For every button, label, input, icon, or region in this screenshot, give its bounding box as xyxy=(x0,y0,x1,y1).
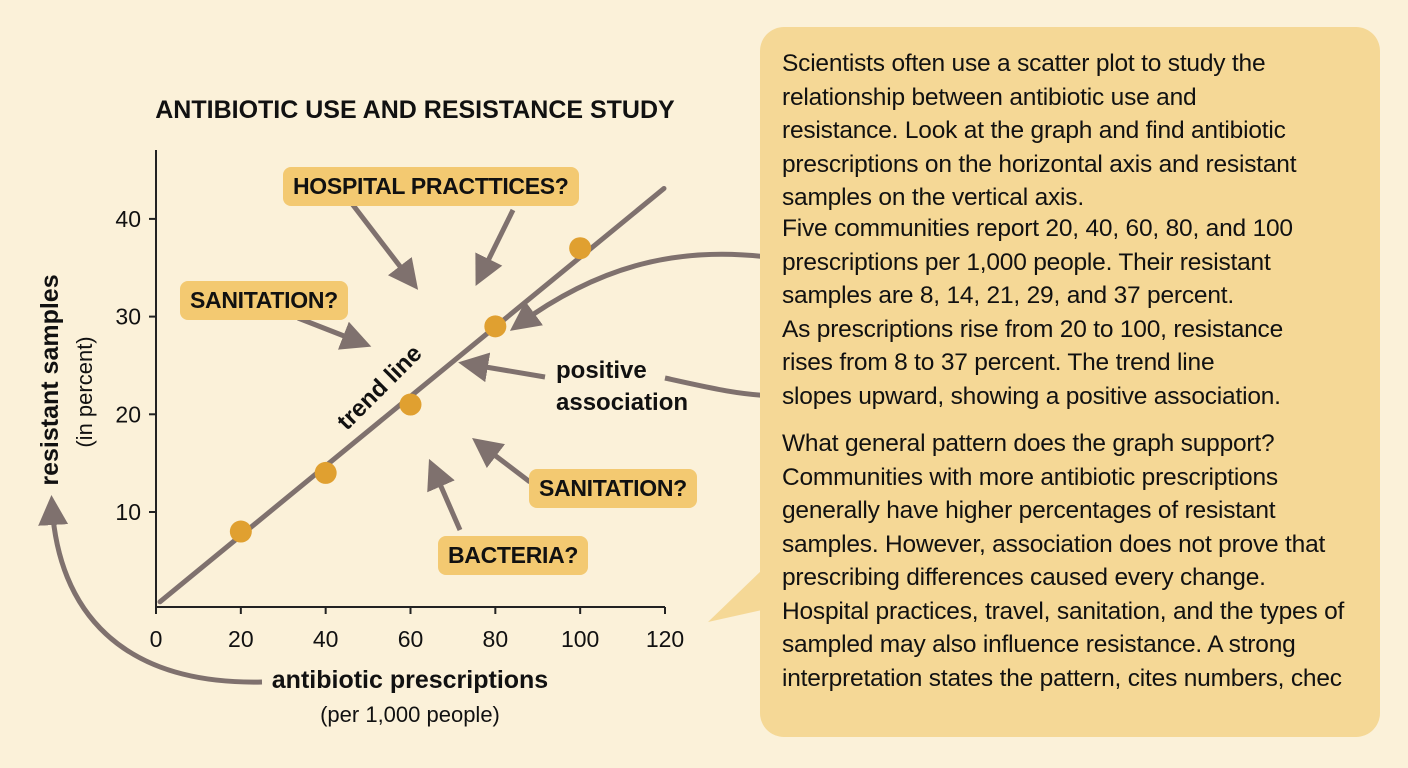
panel-text-line: samples on the vertical axis. xyxy=(782,184,1084,211)
arrow-sanitation-right xyxy=(472,437,532,484)
chart-title: ANTIBIOTIC USE AND RESISTANCE STUDY xyxy=(155,96,675,124)
arrow-bacteria xyxy=(427,458,463,531)
data-point xyxy=(399,393,422,416)
ticks: 0 20 40 60 80 100 120 10 20 30 40 xyxy=(115,206,684,652)
data-point xyxy=(229,520,252,543)
x-axis-label: antibiotic prescriptions xyxy=(272,666,548,694)
panel-text-line: Five communities report 20, 40, 60, 80, … xyxy=(782,215,1293,242)
panel-text-line: samples are 8, 14, 21, 29, and 37 percen… xyxy=(782,282,1234,309)
panel-text-line: samples. However, association does not p… xyxy=(782,530,1326,558)
arrow-positive-association xyxy=(458,352,546,383)
positive-association-line-1: positive xyxy=(556,357,647,384)
panel-text-line: rises from 8 to 37 percent. The trend li… xyxy=(782,349,1215,376)
panel-text-line: prescribing differences caused every cha… xyxy=(782,564,1266,591)
x-tick-label: 100 xyxy=(561,626,599,652)
panel-text-line: Scientists often use a scatter plot to s… xyxy=(782,50,1266,77)
arrow-sanitation-left xyxy=(297,315,372,350)
x-tick-label: 120 xyxy=(646,626,684,652)
arrow-hospital-left xyxy=(341,190,419,290)
data-point xyxy=(314,461,337,484)
y-tick-label: 30 xyxy=(115,304,141,330)
panel-text-line: interpretation states the pattern, cites… xyxy=(782,664,1342,692)
positive-association-line-2: association xyxy=(556,389,689,416)
sanitation-label-right: SANITATION? xyxy=(529,469,697,508)
data-point xyxy=(569,237,592,260)
x-tick-label: 20 xyxy=(228,626,254,652)
callout-tail xyxy=(708,570,762,622)
panel-text-line: resistance. Look at the graph and find a… xyxy=(782,117,1286,144)
arrow-axis-loop xyxy=(38,495,263,685)
arrow-to-data-point xyxy=(509,251,776,331)
data-points xyxy=(229,237,592,543)
panel-text-line: sampled may also influence resistance. A… xyxy=(782,631,1296,658)
bacteria-label: BACTERIA? xyxy=(438,536,589,575)
panel-paragraph-2: Five communities report 20, 40, 60, 80, … xyxy=(782,212,1372,413)
sanitation-label-left: SANITATION? xyxy=(180,281,348,320)
panel-text-line: Communities with more antibiotic prescri… xyxy=(782,463,1278,491)
panel-text-line: What general pattern does the graph supp… xyxy=(782,430,1275,457)
panel-text-line: relationship between antibiotic use and xyxy=(782,83,1197,111)
data-point xyxy=(484,315,507,338)
y-axis-label: resistant samples xyxy=(36,274,64,485)
pointer-arrows xyxy=(38,190,777,685)
x-tick-label: 60 xyxy=(398,626,424,652)
panel-text-line: prescriptions per 1,000 people. Their re… xyxy=(782,248,1271,276)
x-tick-label: 40 xyxy=(313,626,339,652)
x-tick-label: 0 xyxy=(150,626,163,652)
positive-association-label: positive association xyxy=(556,355,688,419)
arrow-hospital-right xyxy=(475,208,516,286)
x-tick-label: 80 xyxy=(483,626,509,652)
panel-text-line: slopes upward, showing a positive associ… xyxy=(782,382,1281,410)
y-axis-sublabel: (in percent) xyxy=(72,336,97,447)
explanation-panel xyxy=(760,27,1380,737)
panel-text-line: generally have higher percentages of res… xyxy=(782,497,1276,524)
y-tick-label: 20 xyxy=(115,401,141,427)
panel-text-line: prescriptions on the horizontal axis and… xyxy=(782,150,1297,178)
panel-text-line: As prescriptions rise from 20 to 100, re… xyxy=(782,315,1284,343)
x-axis-sublabel: (per 1,000 people) xyxy=(320,702,500,727)
y-tick-label: 40 xyxy=(115,206,141,232)
hospital-practices-label: HOSPITAL PRACTTICES? xyxy=(283,167,579,206)
y-tick-label: 10 xyxy=(115,499,141,525)
panel-paragraph-1: Scientists often use a scatter plot to s… xyxy=(782,47,1372,215)
panel-text-line: Hospital practices, travel, sanitation, … xyxy=(782,597,1345,625)
panel-paragraph-3: What general pattern does the graph supp… xyxy=(782,427,1372,695)
